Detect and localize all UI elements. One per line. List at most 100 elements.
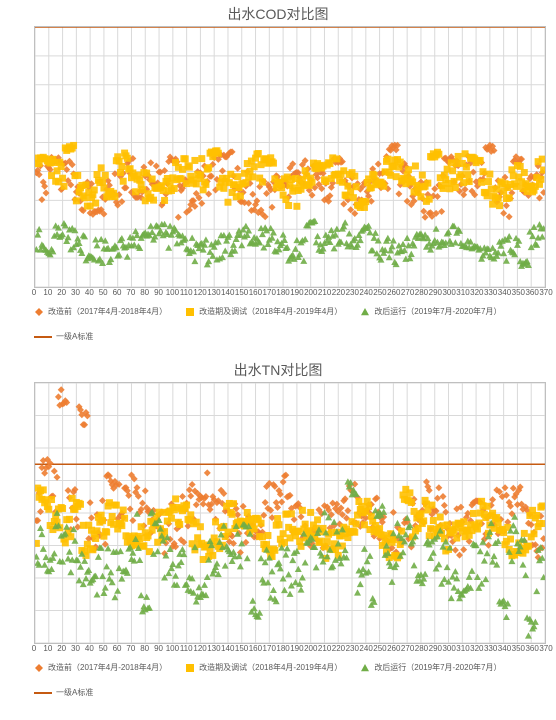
x-tick-label: 350 [512,644,525,653]
x-tick-label: 170 [263,644,276,653]
x-tick-label: 40 [85,288,94,297]
y-tick-label: 20.00 [34,195,35,205]
x-tick-label: 360 [525,644,538,653]
y-tick-label: 20.00 [34,382,35,388]
x-tick-label: 0 [32,288,36,297]
x-tick-label: 230 [346,288,359,297]
legend-line-icon [34,692,52,694]
plot-area: 4.006.008.0010.0012.0014.0016.0018.0020.… [34,382,546,644]
x-tick-label: 320 [470,644,483,653]
x-tick-label: 340 [498,288,511,297]
charts-root: 出水COD对比图5.0010.0015.0020.0025.0030.0035.… [4,4,552,698]
x-tick-label: 370 [539,288,552,297]
x-tick-label: 90 [154,644,163,653]
x-tick-label: 330 [484,644,497,653]
y-tick-label: 14.00 [34,476,35,486]
y-tick-label: 40.00 [34,80,35,90]
x-tick-label: 100 [166,288,179,297]
legend: 改造前（2017年4月-2018年4月） 改造期及调试（2018年4月-2019年… [34,662,552,698]
chart-title: 出水TN对比图 [4,360,552,380]
x-tick-label: 60 [113,644,122,653]
legend-item: 改造前（2017年4月-2018年4月） [34,662,167,673]
legend-item-standard: 一级A标准 [34,687,93,698]
x-tick-label: 160 [249,288,262,297]
legend-label: 改造前（2017年4月-2018年4月） [48,306,167,317]
legend-item: 改造前（2017年4月-2018年4月） [34,306,167,317]
x-tick-label: 260 [387,644,400,653]
chart-tn: 出水TN对比图4.006.008.0010.0012.0014.0016.001… [4,360,552,698]
y-tick-label: 50.00 [34,26,35,32]
x-tick-label: 20 [57,644,66,653]
x-tick-label: 190 [290,644,303,653]
x-tick-label: 30 [71,644,80,653]
x-tick-label: 120 [193,288,206,297]
x-tick-label: 20 [57,288,66,297]
legend-item: 改造期及调试（2018年4月-2019年4月） [185,662,342,673]
y-tick-label: 25.00 [34,166,35,176]
legend-label: 一级A标准 [56,331,93,342]
x-tick-label: 280 [415,288,428,297]
x-tick-label: 80 [140,644,149,653]
legend-line-icon [34,336,52,338]
x-tick-label: 280 [415,644,428,653]
x-tick-label: 310 [456,288,469,297]
y-tick-label: 10.00 [34,253,35,263]
y-tick-label: 30.00 [34,138,35,148]
legend-item: 改后运行（2019年7月-2020年7月） [360,662,501,673]
x-tick-label: 250 [373,644,386,653]
legend: 改造前（2017年4月-2018年4月） 改造期及调试（2018年4月-2019年… [34,306,552,342]
legend-item-standard: 一级A标准 [34,331,93,342]
y-tick-label: 15.00 [34,224,35,234]
x-tick-label: 100 [166,644,179,653]
x-tick-label: 110 [180,644,193,653]
x-tick-label: 240 [359,288,372,297]
x-tick-label: 270 [401,644,414,653]
y-tick-label: 16.00 [34,443,35,453]
x-tick-label: 310 [456,644,469,653]
x-tick-label: 180 [276,644,289,653]
legend-item: 改造期及调试（2018年4月-2019年4月） [185,306,342,317]
x-tick-label: 150 [235,644,248,653]
legend-marker-icon [34,663,44,673]
x-tick-label: 50 [99,644,108,653]
x-tick-label: 240 [359,644,372,653]
legend-marker-icon [34,307,44,317]
legend-label: 改造前（2017年4月-2018年4月） [48,662,167,673]
x-tick-label: 80 [140,288,149,297]
chart-cod: 出水COD对比图5.0010.0015.0020.0025.0030.0035.… [4,4,552,342]
x-tick-label: 250 [373,288,386,297]
x-tick-label: 370 [539,644,552,653]
x-tick-label: 170 [263,288,276,297]
x-tick-label: 130 [207,288,220,297]
y-tick-label: 45.00 [34,51,35,61]
x-tick-label: 340 [498,644,511,653]
x-tick-label: 350 [512,288,525,297]
legend-marker-icon [185,663,195,673]
x-tick-label: 300 [442,644,455,653]
x-tick-label: 290 [429,288,442,297]
x-axis-labels: 0102030405060708090100110120130140150160… [34,644,546,656]
legend-item: 改后运行（2019年7月-2020年7月） [360,306,501,317]
legend-label: 一级A标准 [56,687,93,698]
x-tick-label: 200 [304,288,317,297]
x-tick-label: 230 [346,644,359,653]
x-tick-label: 210 [318,288,331,297]
y-tick-label: 10.00 [34,541,35,551]
x-tick-label: 270 [401,288,414,297]
y-tick-label: 35.00 [34,109,35,119]
x-tick-label: 120 [193,644,206,653]
x-tick-label: 290 [429,644,442,653]
x-tick-label: 200 [304,644,317,653]
x-tick-label: 210 [318,644,331,653]
x-tick-label: 260 [387,288,400,297]
y-tick-label: 18.00 [34,411,35,421]
y-tick-label: 12.00 [34,508,35,518]
chart-title: 出水COD对比图 [4,4,552,24]
x-tick-label: 220 [332,644,345,653]
x-tick-label: 150 [235,288,248,297]
x-axis-labels: 0102030405060708090100110120130140150160… [34,288,546,300]
x-tick-label: 70 [126,644,135,653]
x-tick-label: 10 [43,288,52,297]
legend-marker-icon [185,307,195,317]
legend-marker-icon [360,663,370,673]
